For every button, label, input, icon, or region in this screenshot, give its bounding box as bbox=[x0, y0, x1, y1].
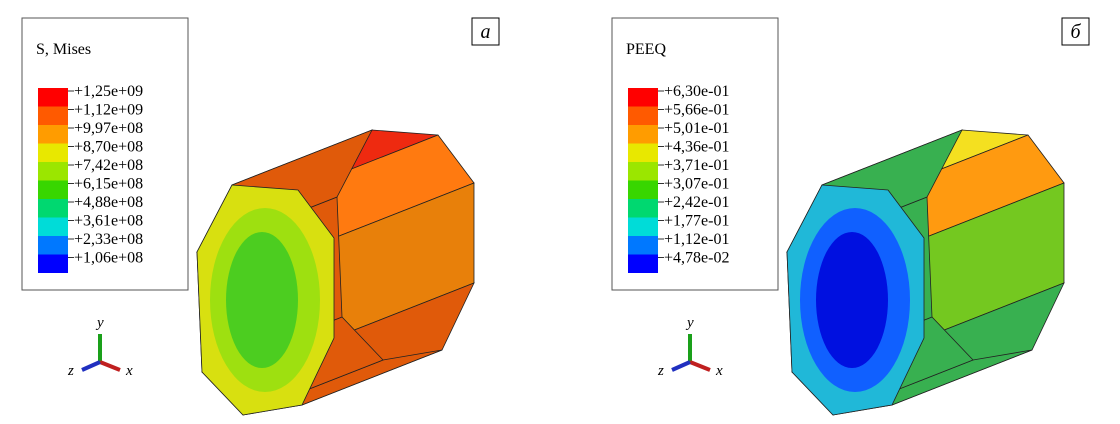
legend-swatch bbox=[628, 107, 658, 126]
legend-label: +9,97e+08 bbox=[74, 120, 143, 137]
legend-swatch bbox=[38, 107, 68, 126]
legend-label: +3,61e+08 bbox=[74, 213, 143, 230]
legend-label: +6,15e+08 bbox=[74, 176, 143, 193]
legend-swatch bbox=[38, 255, 68, 274]
legend-swatch bbox=[38, 236, 68, 255]
axis-x bbox=[100, 362, 120, 370]
axis-label-z: z bbox=[67, 363, 74, 379]
legend-swatch bbox=[628, 125, 658, 144]
panel-label: а bbox=[481, 21, 491, 43]
axis-label-x: x bbox=[715, 363, 723, 379]
end-core bbox=[816, 232, 888, 368]
axis-label-x: x bbox=[125, 363, 133, 379]
axis-z bbox=[672, 362, 690, 370]
legend-label: +3,07e-01 bbox=[664, 176, 729, 193]
legend-label: +1,12e-01 bbox=[664, 231, 729, 248]
legend-swatch bbox=[628, 181, 658, 200]
legend-swatch bbox=[628, 144, 658, 163]
legend-label: +4,36e-01 bbox=[664, 139, 729, 156]
legend-swatch bbox=[38, 144, 68, 163]
panel: S, Mises +1,25e+09 +1,12e+09+9,97e+08 +8,70… bbox=[22, 18, 499, 415]
axis-x bbox=[690, 362, 710, 370]
legend-swatch bbox=[628, 162, 658, 181]
legend-label: +1,12e+09 bbox=[74, 102, 143, 119]
legend-swatch bbox=[38, 181, 68, 200]
legend-label: +5,01e-01 bbox=[664, 120, 729, 137]
legend-swatch bbox=[628, 88, 658, 107]
legend-swatch bbox=[628, 255, 658, 274]
axis-z bbox=[82, 362, 100, 370]
legend-swatch bbox=[38, 218, 68, 237]
legend-label: +1,06e+08 bbox=[74, 250, 143, 267]
legend-swatch bbox=[38, 88, 68, 107]
legend-label: +6,30e-01 bbox=[664, 83, 729, 100]
legend-label: +3,71e-01 bbox=[664, 157, 729, 174]
legend-label: +4,88e+08 bbox=[74, 194, 143, 211]
panel: PEEQ +6,30e-01 +5,66e-01+5,01e-01 +4,36e-01… bbox=[612, 18, 1089, 415]
legend-label: +1,25e+09 bbox=[74, 83, 143, 100]
legend-swatch bbox=[38, 162, 68, 181]
legend-label: +7,42e+08 bbox=[74, 157, 143, 174]
legend-label: +8,70e+08 bbox=[74, 139, 143, 156]
figure: S, Mises +1,25e+09 +1,12e+09+9,97e+08 +8,70… bbox=[0, 0, 1120, 419]
end-core bbox=[226, 232, 298, 368]
legend-swatch bbox=[38, 125, 68, 144]
legend-swatch bbox=[628, 218, 658, 237]
legend-swatch bbox=[38, 199, 68, 218]
legend-swatch bbox=[628, 199, 658, 218]
legend-label: +2,33e+08 bbox=[74, 231, 143, 248]
panel-label: б bbox=[1070, 21, 1081, 43]
legend-title: PEEQ bbox=[626, 41, 666, 58]
legend-label: +4,78e-02 bbox=[664, 250, 729, 267]
axis-label-z: z bbox=[657, 363, 664, 379]
legend-label: +1,77e-01 bbox=[664, 213, 729, 230]
legend-label: +5,66e-01 bbox=[664, 102, 729, 119]
axis-label-y: y bbox=[95, 315, 104, 331]
legend-swatch bbox=[628, 236, 658, 255]
legend-title: S, Mises bbox=[36, 41, 91, 58]
axis-label-y: y bbox=[685, 315, 694, 331]
legend-label: +2,42e-01 bbox=[664, 194, 729, 211]
